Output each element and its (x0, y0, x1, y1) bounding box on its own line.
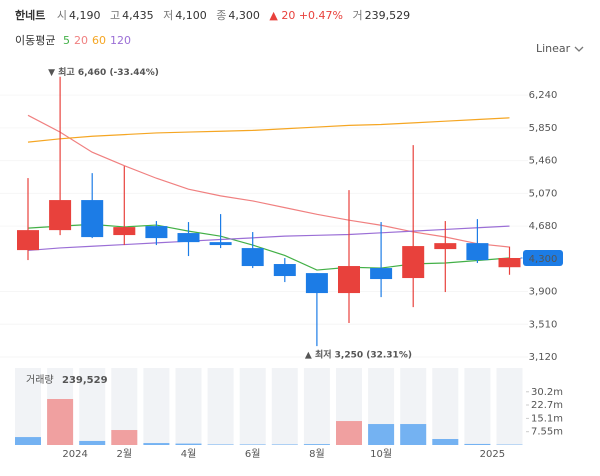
header: 한네트 시 4,190 고 4,435 저 4,100 종 4,300 ▲ 20 +0.… (15, 7, 416, 23)
ma-legend: 이동평균 5 20 60 120 (15, 32, 135, 48)
volume-band (207, 368, 234, 445)
high-label: 고 (110, 9, 121, 22)
volume-bar (47, 399, 74, 445)
volume-bar (271, 444, 298, 445)
candle-body (338, 266, 360, 294)
volume-bar (239, 444, 266, 445)
low-value: 4,100 (175, 9, 207, 22)
y-tick-label: 5,070 (529, 188, 558, 199)
volume-bar (368, 424, 395, 445)
ma-line (27, 114, 510, 248)
candle-body (113, 227, 136, 236)
candle-body (498, 257, 521, 268)
last-price-label: 4,300 (529, 254, 558, 265)
candle-body (241, 248, 264, 267)
candle-body (209, 242, 232, 246)
volume-band (303, 368, 330, 445)
candle-body (177, 233, 200, 243)
y-tick-label: 6,240 (529, 90, 558, 101)
candle-body (17, 230, 39, 251)
volume-bar (464, 443, 491, 445)
x-tick-label: 2025 (480, 449, 505, 460)
stock-name: 한네트 (15, 9, 46, 22)
close-value: 4,300 (228, 9, 260, 22)
volume-bar (15, 437, 41, 445)
volume-band (175, 368, 202, 445)
open-label: 시 (56, 9, 67, 22)
volume-bar (303, 444, 330, 445)
candle-body (49, 200, 72, 231)
legend-entry: 120 (109, 34, 131, 47)
x-tick-label: 6월 (245, 448, 261, 460)
candle-body (402, 246, 425, 279)
volume-tick-label: 22.7m (531, 400, 563, 411)
legend-entry: 60 (91, 34, 106, 47)
volume-bar (175, 443, 202, 445)
ma-line (27, 225, 510, 252)
volume-bar (432, 439, 459, 445)
y-tick-label: 5,460 (529, 156, 558, 167)
scale-dropdown[interactable]: Linear (536, 42, 584, 55)
volume-bar (111, 430, 138, 445)
volume-bar (336, 421, 362, 445)
volume-title: 거래량 (26, 374, 54, 386)
volume-band (432, 368, 459, 445)
volume-band (496, 368, 523, 445)
annotation: ▲ 최저 3,250 (32.31%) (305, 349, 412, 361)
y-tick-label: 5,850 (529, 123, 558, 134)
candle-body (273, 264, 296, 277)
candle-body (81, 200, 104, 238)
volume-value: 239,529 (364, 9, 411, 22)
chevron[interactable] (574, 45, 584, 53)
volume-tick-label: 7.55m (531, 427, 563, 438)
annotation: ▼ 최고 6,460 (-33.44%) (48, 66, 159, 78)
candle-body (434, 243, 457, 250)
legend-entry: 5 (62, 34, 70, 47)
candle-body (145, 226, 168, 239)
volume-tick-label: 15.1m (531, 413, 563, 424)
volume-band (271, 368, 298, 445)
ma-legend-label: 이동평균 (15, 34, 56, 47)
x-tick-label: 8월 (309, 448, 325, 460)
change: ▲ 20 +0.47% (269, 9, 343, 22)
volume-bar (143, 443, 170, 445)
volume-band (464, 368, 491, 445)
high-value: 4,435 (122, 9, 154, 22)
volume-band (15, 368, 41, 445)
candle-body (466, 243, 489, 261)
x-tick-label: 10월 (370, 448, 392, 460)
volume-band (239, 368, 266, 445)
x-tick-label: 4월 (181, 448, 197, 460)
volume-band (79, 368, 106, 445)
y-tick-label: 3,900 (529, 287, 558, 298)
low-label: 저 (163, 9, 174, 22)
candle-body (370, 268, 393, 280)
x-tick-label: 2024 (62, 449, 87, 460)
y-tick-label: 3,120 (529, 352, 558, 363)
volume-bar (207, 444, 234, 445)
candle-body (305, 273, 328, 294)
x-tick-label: 2월 (117, 448, 133, 460)
last-price-box (523, 249, 563, 266)
open-value: 4,190 (69, 9, 101, 22)
volume-band (143, 368, 170, 445)
y-tick-label: 4,680 (529, 221, 558, 232)
ma-line (27, 223, 510, 271)
volume-bar (79, 440, 106, 445)
volume-title-value: 239,529 (62, 375, 108, 386)
ma-line (27, 117, 510, 143)
scale-label[interactable]: Linear (536, 42, 571, 55)
volume-tick-label: 30.2m (531, 387, 563, 398)
volume-label: 거 (352, 9, 363, 22)
legend-entry: 20 (73, 34, 88, 47)
close-label: 종 (216, 9, 227, 22)
volume-bar (400, 424, 427, 445)
y-tick-label: 3,510 (529, 319, 558, 330)
